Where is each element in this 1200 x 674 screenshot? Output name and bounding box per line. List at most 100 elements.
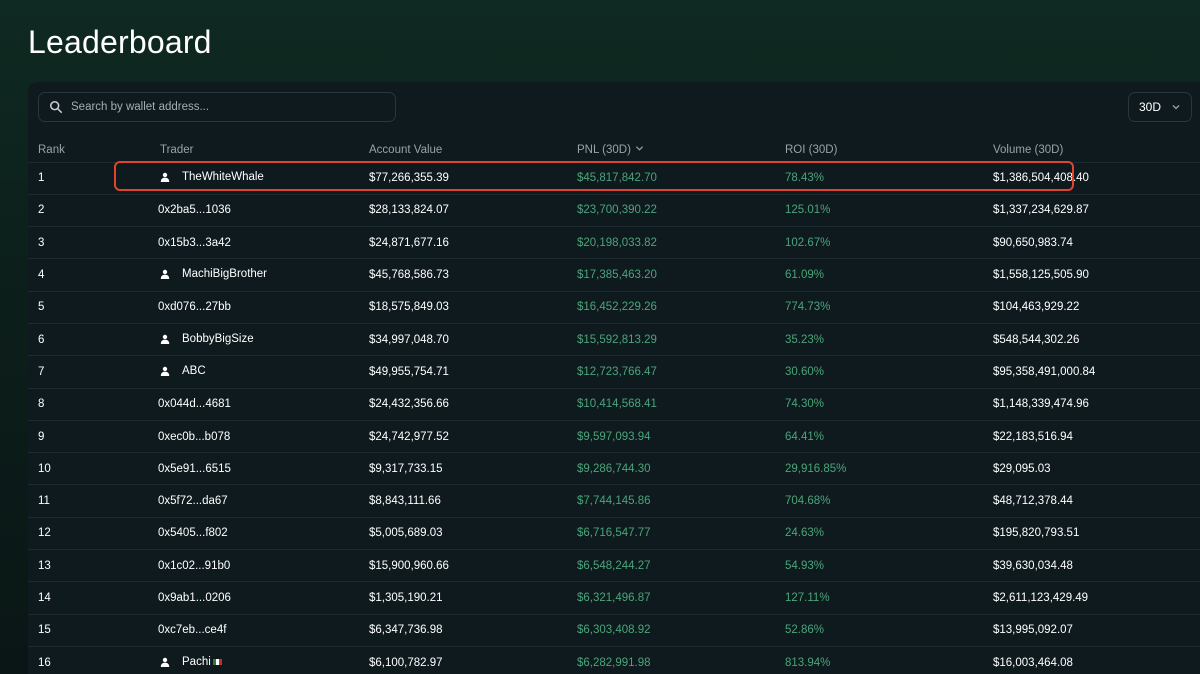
trader-address[interactable]: 0xec0b...b078 xyxy=(158,430,231,443)
roi-cell: 774.73% xyxy=(774,290,982,324)
trader-cell[interactable]: 0x5e91...6515 xyxy=(150,452,358,485)
trader-address[interactable]: 0x9ab1...0206 xyxy=(158,592,231,604)
column-header-volume[interactable]: Volume (30D) xyxy=(993,143,1064,156)
volume-cell: $16,003,464.08 xyxy=(982,645,1200,674)
trader-cell[interactable]: 0xec0b...b078 xyxy=(150,419,358,453)
table-row[interactable]: 12 0x5405...f802 $5,005,689.03 $6,716,547.7… xyxy=(28,516,1200,550)
column-header-trader[interactable]: Trader xyxy=(160,143,194,156)
pnl-cell: $6,282,991.98 xyxy=(566,645,774,674)
rank-cell: 1 xyxy=(28,161,150,195)
column-header-rank[interactable]: Rank xyxy=(38,143,65,156)
roi-cell: 54.93% xyxy=(774,549,982,582)
sort-descending-icon xyxy=(635,146,643,151)
page-title: Leaderboard xyxy=(28,24,212,60)
table-row[interactable]: 2 0x2ba5...1036 $28,133,824.07 $23,700,390.… xyxy=(28,193,1200,227)
trader-cell[interactable]: 0x2ba5...1036 xyxy=(150,193,358,227)
trader-cell[interactable]: BobbyBigSize xyxy=(150,322,358,356)
table-row[interactable]: 10 0x5e91...6515 $9,317,733.15 $9,286,744.3… xyxy=(28,452,1200,485)
roi-cell: 64.41% xyxy=(774,419,982,453)
table-row[interactable]: 15 0xc7eb...ce4f $6,347,736.98 $6,303,408.9… xyxy=(28,613,1200,647)
table-row[interactable]: 1 TheWhiteWhale $77,266,355.39 $45,817,842.… xyxy=(28,161,1200,195)
trader-address[interactable]: 0x15b3...3a42 xyxy=(158,236,231,249)
chevron-down-icon xyxy=(1172,105,1180,110)
roi-cell: 78.43% xyxy=(774,161,982,195)
volume-cell: $48,712,378.44 xyxy=(982,484,1200,518)
roi-cell: 125.01% xyxy=(774,193,982,227)
trader-cell[interactable]: 0x044d...4681 xyxy=(150,387,358,421)
table-row[interactable]: 5 0xd076...27bb $18,575,849.03 $16,452,229.… xyxy=(28,290,1200,324)
period-select[interactable]: 30D xyxy=(1128,92,1192,122)
trader-cell[interactable]: Pachi xyxy=(150,645,358,674)
user-icon xyxy=(160,366,170,376)
trader-address[interactable]: 0x5f72...da67 xyxy=(158,495,228,508)
table-row[interactable]: 3 0x15b3...3a42 $24,871,677.16 $20,198,033.… xyxy=(28,226,1200,259)
table-row[interactable]: 14 0x9ab1...0206 $1,305,190.21 $6,321,496.8… xyxy=(28,581,1200,615)
rank-cell: 5 xyxy=(28,290,150,324)
user-icon xyxy=(160,269,170,280)
leaderboard-panel: 30D Rank Trader Account Value PNL (30D) … xyxy=(28,82,1200,674)
roi-cell: 30.60% xyxy=(774,355,982,389)
account-value-cell: $6,347,736.98 xyxy=(358,613,566,647)
search-box[interactable] xyxy=(38,92,396,122)
roi-cell: 102.67% xyxy=(774,226,982,259)
trader-cell[interactable]: 0xc7eb...ce4f xyxy=(150,613,358,647)
account-value-cell: $28,133,824.07 xyxy=(358,193,566,227)
column-header-roi[interactable]: ROI (30D) xyxy=(785,143,838,156)
table-row[interactable]: 11 0x5f72...da67 $8,843,111.66 $7,744,145.8… xyxy=(28,484,1200,518)
trader-address[interactable]: 0x1c02...91b0 xyxy=(158,559,231,572)
trader-address[interactable]: 0x2ba5...1036 xyxy=(158,204,231,217)
pnl-cell: $10,414,568.41 xyxy=(566,387,774,421)
table-row[interactable]: 13 0x1c02...91b0 $15,900,960.66 $6,548,244.… xyxy=(28,549,1200,582)
table-row[interactable]: 16 Pachi $6,100,782.97 $6,282,991.98 813.94%… xyxy=(28,645,1200,674)
account-value-cell: $24,432,356.66 xyxy=(358,387,566,421)
trader-cell[interactable]: TheWhiteWhale xyxy=(150,161,358,195)
pnl-cell: $6,321,496.87 xyxy=(566,581,774,615)
rank-cell: 16 xyxy=(28,645,150,674)
rank-cell: 11 xyxy=(28,484,150,518)
rank-cell: 2 xyxy=(28,193,150,227)
roi-cell: 704.68% xyxy=(774,484,982,518)
account-value-cell: $15,900,960.66 xyxy=(358,549,566,582)
search-input[interactable] xyxy=(71,101,371,113)
search-icon xyxy=(49,100,63,114)
trader-address[interactable]: 0xd076...27bb xyxy=(158,301,231,314)
trader-cell[interactable]: 0xd076...27bb xyxy=(150,290,358,324)
trader-name[interactable]: ABC xyxy=(182,364,206,377)
trader-cell[interactable]: 0x15b3...3a42 xyxy=(150,226,358,259)
account-value-cell: $8,843,111.66 xyxy=(358,484,566,518)
trader-name[interactable]: Pachi xyxy=(182,655,211,668)
rank-cell: 8 xyxy=(28,387,150,421)
rank-cell: 9 xyxy=(28,419,150,453)
trader-address[interactable]: 0x5405...f802 xyxy=(158,527,228,540)
trader-address[interactable]: 0x5e91...6515 xyxy=(158,462,231,475)
table-row[interactable]: 6 BobbyBigSize $34,997,048.70 $15,592,813.2… xyxy=(28,322,1200,356)
column-header-pnl[interactable]: PNL (30D) xyxy=(566,138,774,162)
table-row[interactable]: 4 MachiBigBrother $45,768,586.73 $17,385,46… xyxy=(28,258,1200,292)
trader-address[interactable]: 0xc7eb...ce4f xyxy=(158,624,227,637)
volume-cell: $90,650,983.74 xyxy=(982,226,1200,259)
column-header-account-value[interactable]: Account Value xyxy=(369,143,443,156)
trader-name[interactable]: TheWhiteWhale xyxy=(182,171,264,184)
volume-cell: $29,095.03 xyxy=(982,452,1200,485)
table-row[interactable]: 7 ABC $49,955,754.71 $12,723,766.47 30.60% $9… xyxy=(28,355,1200,389)
trader-cell[interactable]: 0x1c02...91b0 xyxy=(150,549,358,582)
table-row[interactable]: 9 0xec0b...b078 $24,742,977.52 $9,597,093.9… xyxy=(28,419,1200,453)
trader-name[interactable]: MachiBigBrother xyxy=(182,268,268,281)
account-value-cell: $9,317,733.15 xyxy=(358,452,566,485)
table-row[interactable]: 8 0x044d...4681 $24,432,356.66 $10,414,568.… xyxy=(28,387,1200,421)
trader-cell[interactable]: 0x9ab1...0206 xyxy=(150,581,358,615)
trader-cell[interactable]: MachiBigBrother xyxy=(150,258,358,292)
account-value-cell: $24,871,677.16 xyxy=(358,226,566,259)
trader-cell[interactable]: 0x5f72...da67 xyxy=(150,484,358,518)
table-header-row: Rank Trader Account Value PNL (30D) ROI … xyxy=(28,138,1200,162)
leaderboard-table: Rank Trader Account Value PNL (30D) ROI … xyxy=(28,138,1200,674)
account-value-cell: $24,742,977.52 xyxy=(358,419,566,453)
pnl-cell: $17,385,463.20 xyxy=(566,258,774,292)
trader-cell[interactable]: ABC xyxy=(150,355,358,389)
trader-address[interactable]: 0x044d...4681 xyxy=(158,398,231,411)
volume-cell: $22,183,516.94 xyxy=(982,419,1200,453)
trader-name[interactable]: BobbyBigSize xyxy=(182,332,254,345)
trader-cell[interactable]: 0x5405...f802 xyxy=(150,516,358,550)
volume-cell: $1,386,504,408.40 xyxy=(982,161,1200,195)
roi-cell: 52.86% xyxy=(774,613,982,647)
